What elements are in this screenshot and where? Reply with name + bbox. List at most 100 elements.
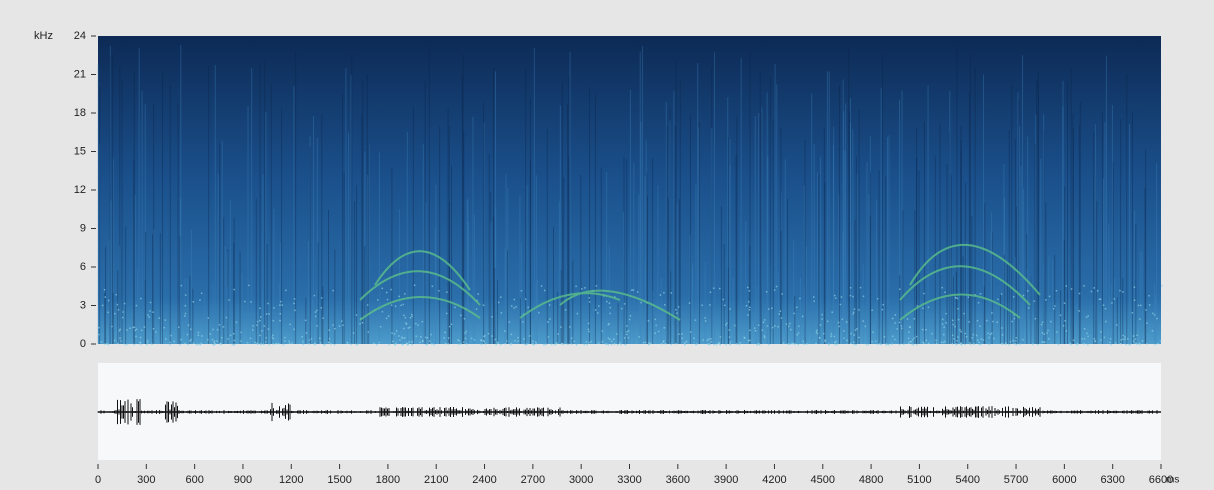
x-tick-label: 0 [95,474,101,486]
speck [201,293,203,295]
speck [1041,341,1043,343]
speck [628,337,630,339]
speck [1014,318,1016,320]
speck [951,343,953,345]
speck [495,339,497,341]
speck [151,344,153,346]
spectrogram-view: kHz ms 036912151821240300600900120015001… [0,0,1214,490]
speck [1083,285,1085,287]
speck [1046,332,1048,334]
speck [454,307,456,309]
speck [1047,330,1049,332]
speck [362,322,364,324]
speck [405,322,407,324]
speck [294,310,296,312]
speck [289,324,291,326]
speck [835,297,837,299]
speck [791,343,793,345]
speck [824,339,826,341]
speck [184,315,186,317]
speck [853,312,855,314]
speck [388,315,390,317]
speck [1023,295,1025,297]
speck [515,306,517,308]
speck [908,342,910,344]
speck [695,319,697,321]
speck [1110,344,1112,346]
speck [661,343,663,345]
speck [165,319,167,321]
speck [834,295,836,297]
speck [1152,330,1154,332]
speck [457,339,459,341]
speck [840,304,842,306]
speck [624,344,626,346]
speck [1073,340,1075,342]
speck [1015,337,1017,339]
speck [254,342,256,344]
speck [850,342,852,344]
speck [821,314,823,316]
speck [391,304,393,306]
speck [892,335,894,337]
x-tick-label: 6000 [1052,474,1076,486]
speck [1035,318,1037,320]
speck [500,344,502,346]
speck [273,307,275,309]
speck [749,309,751,311]
speck [448,337,450,339]
speck [663,292,665,294]
speck [608,338,610,340]
speck [431,343,433,345]
speck [853,342,855,344]
speck [429,340,431,342]
speck [1154,344,1156,346]
speck [943,327,945,329]
speck [863,296,865,298]
speck [105,296,107,298]
speck [114,340,116,342]
speck [729,329,731,331]
speck [771,308,773,310]
speck [945,322,947,324]
speck [894,339,896,341]
speck [936,343,938,345]
speck [841,296,843,298]
speck [399,339,401,341]
speck [1063,325,1065,327]
speck [588,329,590,331]
speck [1064,302,1066,304]
speck [862,320,864,322]
speck [945,313,947,315]
speck [291,342,293,344]
speck [146,344,148,346]
speck [710,338,712,340]
x-tick-label: 1800 [376,474,400,486]
speck [498,302,500,304]
speck [966,336,968,338]
speck [501,312,503,314]
speck [212,344,214,346]
speck [973,343,975,345]
speck [931,333,933,335]
speck [780,310,782,312]
speck [1100,339,1102,341]
speck [445,343,447,345]
speck [402,304,404,306]
speck [233,333,235,335]
speck [460,343,462,345]
speck [922,329,924,331]
speck [1008,344,1010,346]
speck [724,305,726,307]
speck [259,320,261,322]
speck [356,314,358,316]
speck [707,344,709,346]
speck [608,323,610,325]
speck [511,305,513,307]
speck [648,320,650,322]
speck [481,344,483,346]
speck [658,331,660,333]
speck [188,324,190,326]
speck [754,327,756,329]
speck [411,344,413,346]
